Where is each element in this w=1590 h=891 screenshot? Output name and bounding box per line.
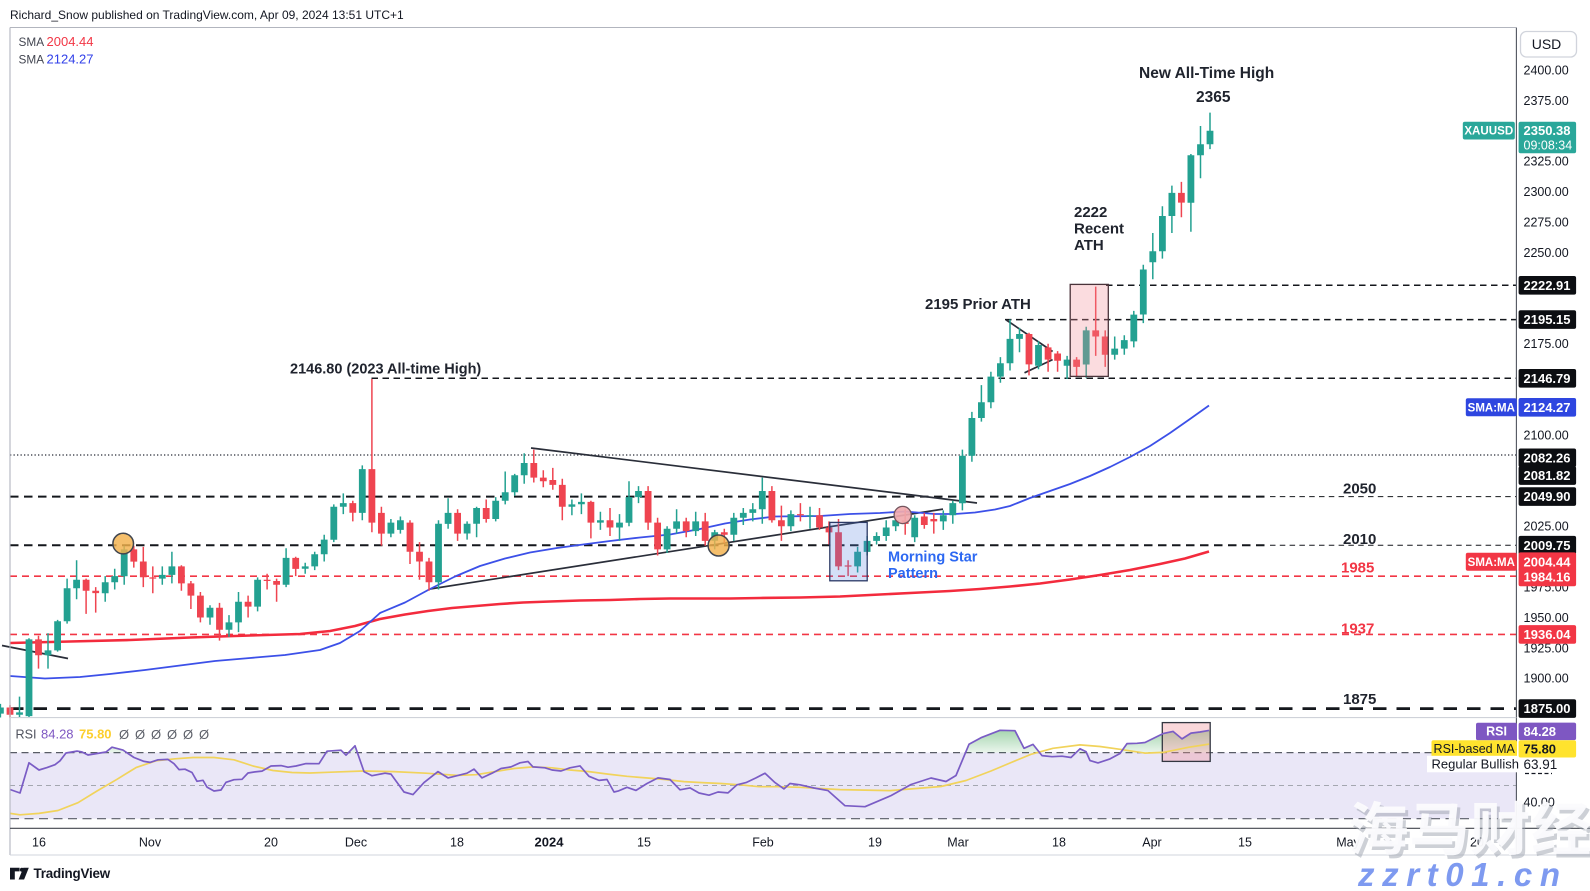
svg-text:2049.90: 2049.90 [1524, 489, 1571, 504]
svg-text:2004.44: 2004.44 [47, 34, 94, 49]
svg-text:Feb: Feb [752, 836, 774, 850]
svg-text:2222: 2222 [1074, 204, 1107, 221]
svg-text:1900.00: 1900.00 [1524, 672, 1569, 686]
svg-text:SMA:MA: SMA:MA [1468, 403, 1515, 415]
svg-text:2400.00: 2400.00 [1524, 63, 1569, 77]
svg-text:2195.15: 2195.15 [1524, 312, 1571, 327]
svg-text:Morning Star: Morning Star [888, 550, 978, 566]
svg-text:2300.00: 2300.00 [1524, 185, 1569, 199]
svg-text:84.28: 84.28 [1524, 724, 1557, 739]
svg-text:2124.27: 2124.27 [1524, 400, 1571, 415]
svg-text:Dec: Dec [345, 836, 367, 850]
svg-text:19: 19 [868, 836, 882, 850]
svg-text:ATH: ATH [1074, 237, 1104, 254]
svg-text:2025.00: 2025.00 [1524, 520, 1569, 534]
svg-text:20: 20 [264, 836, 278, 850]
svg-text:2146.80 (2023 All-time High): 2146.80 (2023 All-time High) [290, 362, 481, 378]
svg-text:USD: USD [1532, 36, 1562, 52]
svg-text:2250.00: 2250.00 [1524, 246, 1569, 260]
svg-text:zzrt01.cn: zzrt01.cn [1357, 856, 1568, 891]
svg-text:1936.04: 1936.04 [1524, 627, 1572, 642]
svg-text:SMA: SMA [19, 35, 45, 49]
svg-text:XAUUSD: XAUUSD [1464, 125, 1513, 138]
svg-text:2009.75: 2009.75 [1524, 538, 1571, 553]
svg-text:2050: 2050 [1343, 481, 1376, 498]
svg-text:2124.27: 2124.27 [47, 52, 94, 67]
svg-text:75.80: 75.80 [79, 727, 112, 742]
svg-text:09:08:34: 09:08:34 [1524, 139, 1573, 153]
svg-text:Apr: Apr [1142, 836, 1161, 850]
svg-text:New All-Time High: New All-Time High [1139, 65, 1274, 82]
svg-text:RSI: RSI [1486, 725, 1507, 739]
svg-text:84.28: 84.28 [41, 727, 74, 742]
svg-text:2175.00: 2175.00 [1524, 337, 1569, 351]
svg-text:2275.00: 2275.00 [1524, 216, 1569, 230]
svg-text:Nov: Nov [139, 836, 162, 850]
svg-text:2365: 2365 [1196, 89, 1231, 106]
svg-text:2100.00: 2100.00 [1524, 428, 1569, 442]
svg-text:1925.00: 1925.00 [1524, 641, 1569, 655]
svg-text:2195 Prior ATH: 2195 Prior ATH [925, 296, 1031, 313]
svg-text:2004.44: 2004.44 [1524, 554, 1572, 569]
svg-text:Mar: Mar [947, 836, 969, 850]
svg-text:1875: 1875 [1343, 691, 1376, 708]
svg-text:SMA:MA: SMA:MA [1468, 557, 1515, 569]
svg-text:2325.00: 2325.00 [1524, 155, 1569, 169]
svg-text:2375.00: 2375.00 [1524, 94, 1569, 108]
svg-text:63.91: 63.91 [1524, 757, 1558, 772]
svg-text:2010: 2010 [1343, 531, 1376, 548]
svg-text:15: 15 [637, 836, 651, 850]
svg-text:1875.00: 1875.00 [1524, 701, 1571, 716]
svg-text:1984.16: 1984.16 [1524, 570, 1571, 585]
svg-text:Pattern: Pattern [888, 566, 938, 582]
svg-text:2024: 2024 [535, 835, 565, 850]
svg-text:TradingView: TradingView [34, 866, 111, 881]
svg-text:18: 18 [450, 836, 464, 850]
svg-text:Regular Bullish: Regular Bullish [1432, 757, 1519, 772]
svg-text:16: 16 [32, 836, 46, 850]
svg-text:2146.79: 2146.79 [1524, 371, 1571, 386]
svg-text:2081.82: 2081.82 [1524, 468, 1571, 483]
svg-text:2082.26: 2082.26 [1524, 450, 1571, 465]
svg-text:15: 15 [1238, 836, 1252, 850]
svg-text:Recent: Recent [1074, 221, 1124, 238]
svg-text:18: 18 [1052, 836, 1066, 850]
svg-text:1937: 1937 [1341, 621, 1374, 638]
svg-text:RSI: RSI [16, 728, 37, 742]
svg-text:2222.91: 2222.91 [1524, 278, 1571, 293]
svg-text:ØØØØØØ: ØØØØØØ [119, 727, 215, 742]
svg-text:1950.00: 1950.00 [1524, 611, 1569, 625]
svg-text:SMA: SMA [19, 53, 45, 67]
svg-text:75.80: 75.80 [1524, 741, 1557, 756]
svg-text:Richard_Snow published on Trad: Richard_Snow published on TradingView.co… [10, 8, 404, 22]
svg-text:1985: 1985 [1341, 560, 1374, 577]
svg-text:2350.38: 2350.38 [1524, 123, 1571, 138]
svg-text:RSI-based MA: RSI-based MA [1434, 742, 1516, 756]
